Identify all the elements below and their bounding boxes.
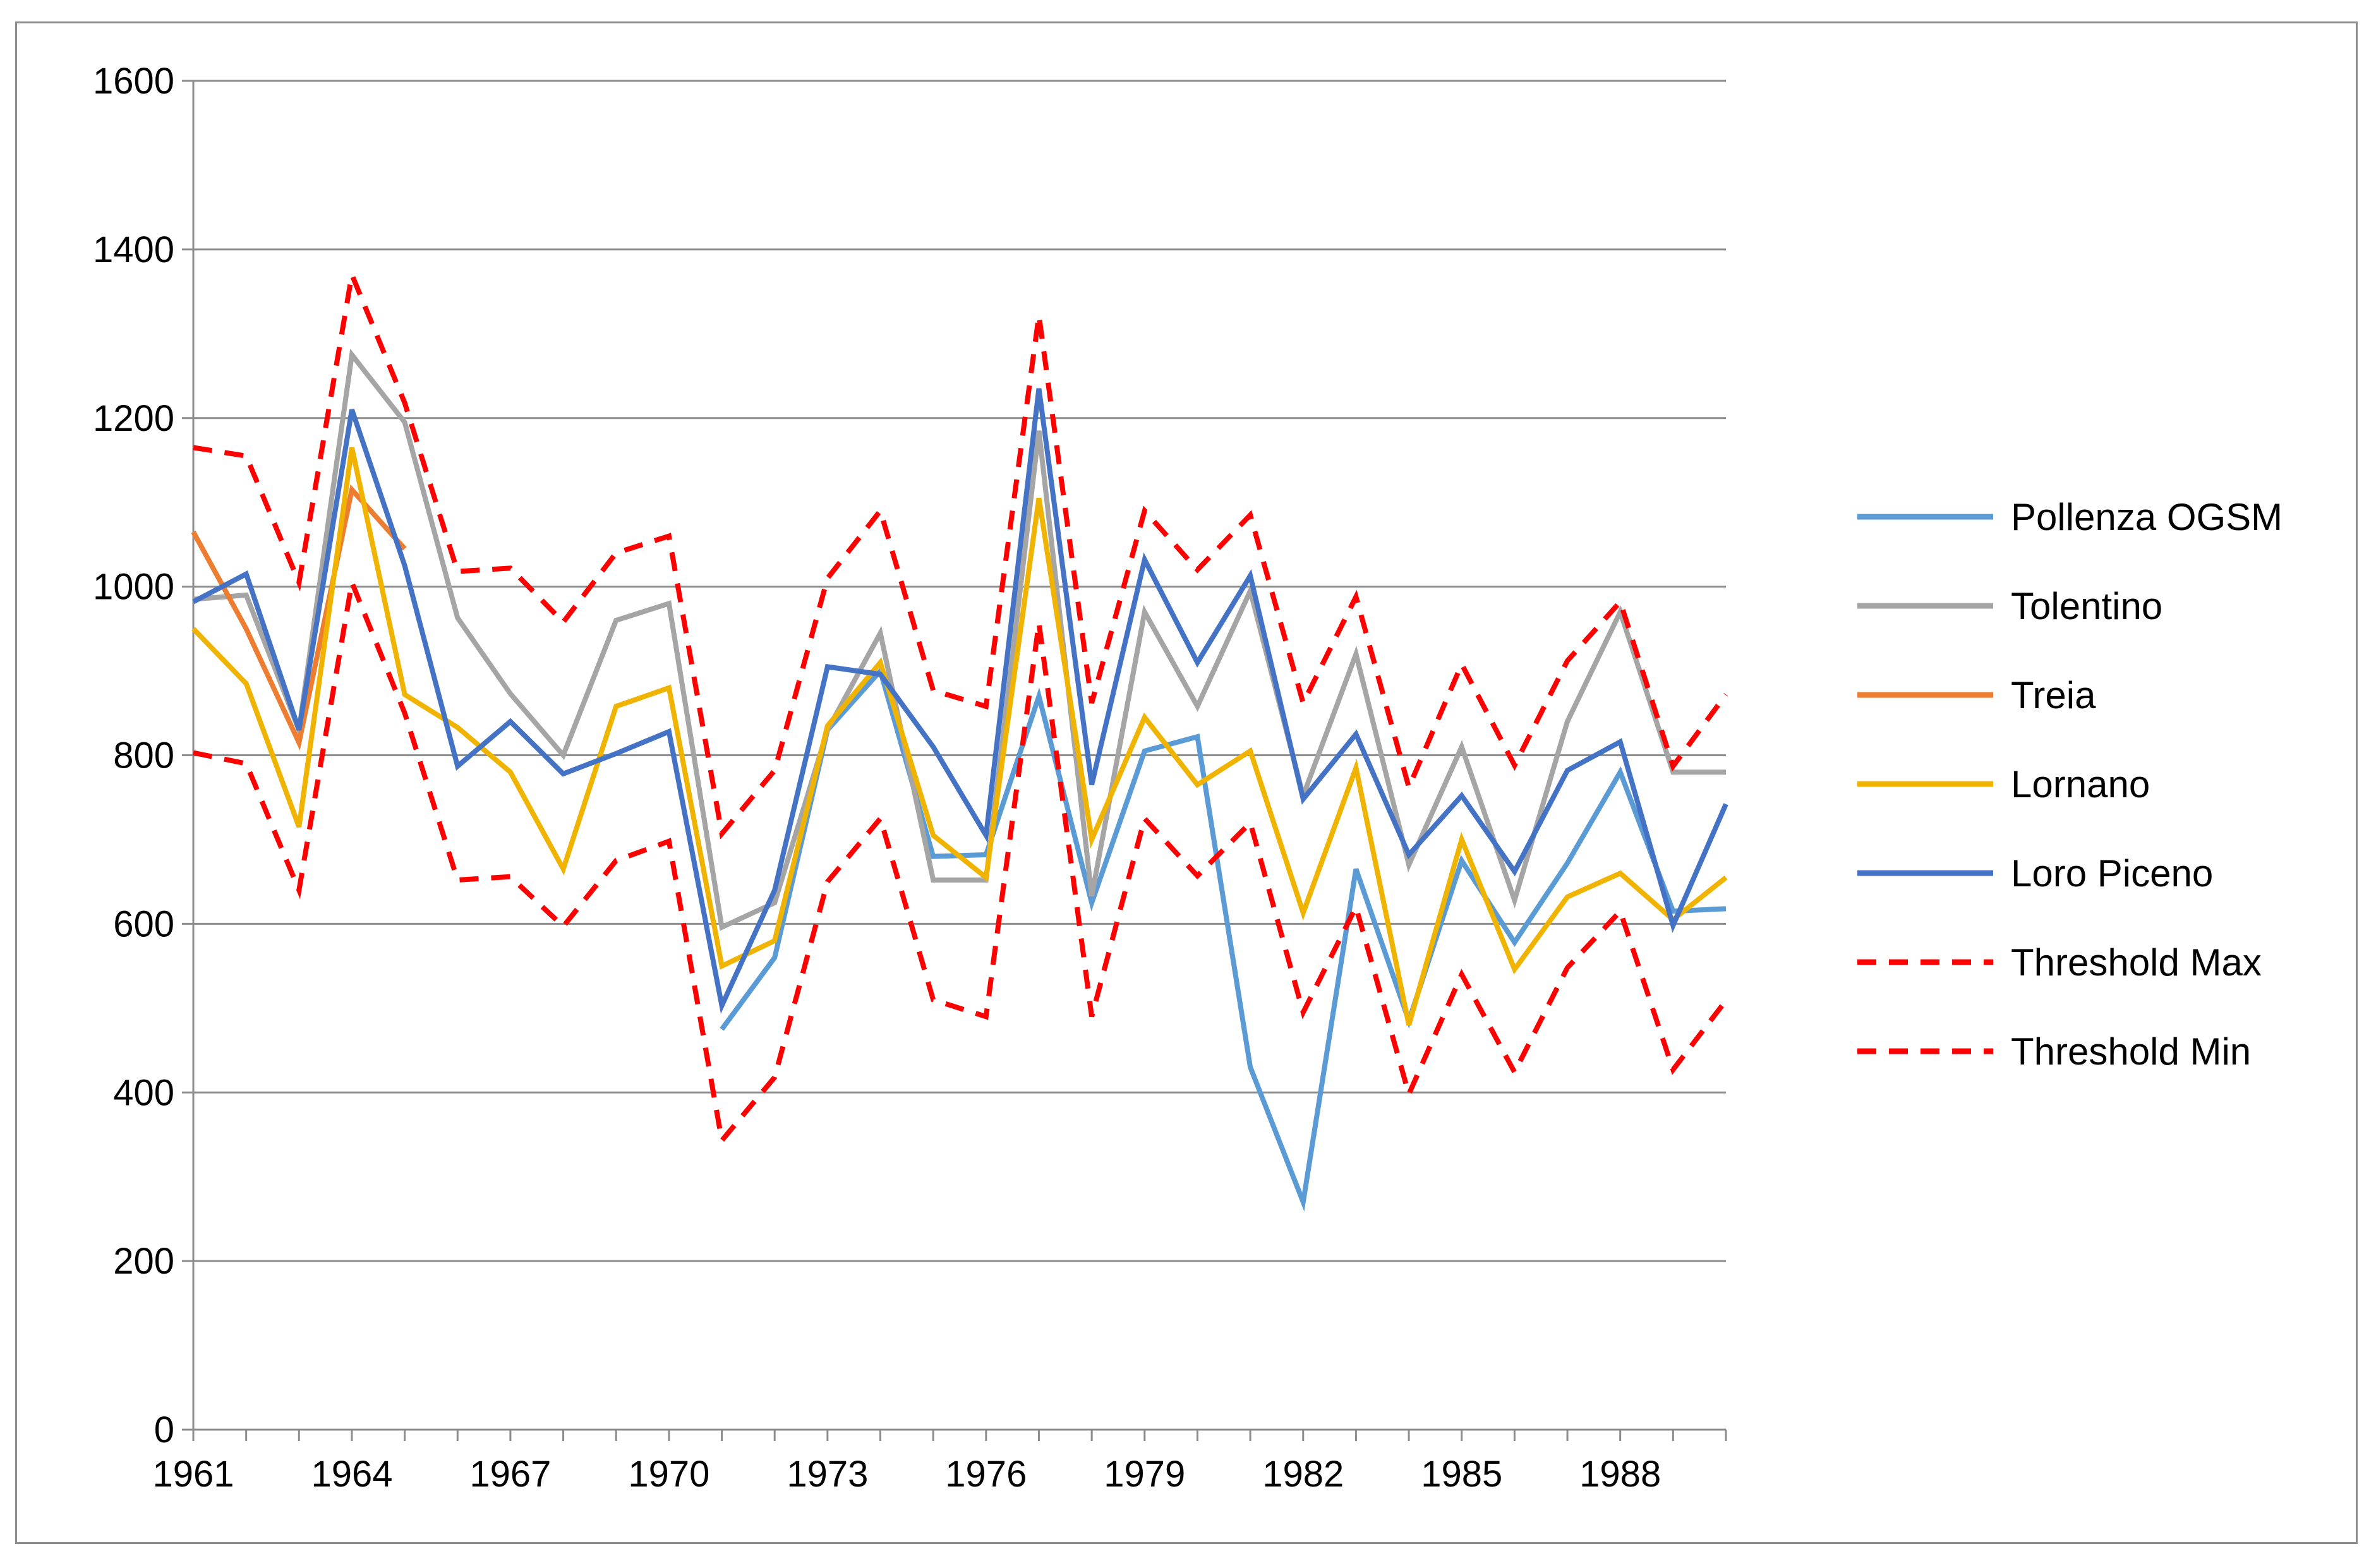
y-tick-label: 1600 bbox=[93, 61, 174, 102]
x-tick-label: 1985 bbox=[1421, 1454, 1502, 1495]
legend-label: Lornano bbox=[2011, 763, 2150, 805]
y-tick-label: 1200 bbox=[93, 398, 174, 439]
gridlines bbox=[193, 80, 1726, 1262]
x-tick-label: 1961 bbox=[152, 1454, 234, 1495]
series-line-treia bbox=[191, 484, 407, 751]
legend-label: Threshold Min bbox=[2011, 1030, 2251, 1073]
legend-label: Pollenza OGSM bbox=[2011, 496, 2283, 538]
legend-label: Tolentino bbox=[2011, 585, 2162, 627]
legend: Pollenza OGSM Tolentino Treia Lornano Loro P… bbox=[1857, 496, 2283, 1073]
x-tick-label: 1967 bbox=[469, 1454, 551, 1495]
y-tick-label: 1400 bbox=[93, 229, 174, 270]
series-line-threshold-max bbox=[193, 265, 1728, 840]
series-line-lornano bbox=[191, 447, 1728, 1026]
y-tick-label: 1000 bbox=[93, 567, 174, 608]
series-lines bbox=[191, 265, 1728, 1212]
y-tick-label: 800 bbox=[113, 735, 174, 776]
y-tick-label: 600 bbox=[113, 903, 174, 944]
x-tick-label: 1973 bbox=[787, 1454, 868, 1495]
legend-label: Treia bbox=[2011, 674, 2096, 716]
series-line-loro-piceno bbox=[192, 388, 1728, 1014]
y-tick-label: 0 bbox=[154, 1409, 174, 1450]
x-tick-label: 1988 bbox=[1579, 1454, 1661, 1495]
series-line-threshold-min bbox=[193, 573, 1728, 1147]
legend-label: Threshold Max bbox=[2011, 941, 2262, 984]
x-tick-label: 1976 bbox=[945, 1454, 1027, 1495]
x-tick-label: 1970 bbox=[628, 1454, 709, 1495]
y-tick-label: 200 bbox=[113, 1241, 174, 1282]
series-line-tolentino bbox=[193, 348, 1726, 931]
x-tick-label: 1979 bbox=[1104, 1454, 1185, 1495]
legend-label: Loro Piceno bbox=[2011, 852, 2213, 895]
x-tick-label: 1964 bbox=[311, 1454, 392, 1495]
x-tick-label: 1982 bbox=[1262, 1454, 1344, 1495]
y-tick-label: 400 bbox=[113, 1072, 174, 1113]
axes: 0 200 400 600 800 1000 1200 1400 1600 1961 1964 196… bbox=[93, 61, 1727, 1495]
series-line-pollenza-ogsm bbox=[720, 666, 1727, 1212]
